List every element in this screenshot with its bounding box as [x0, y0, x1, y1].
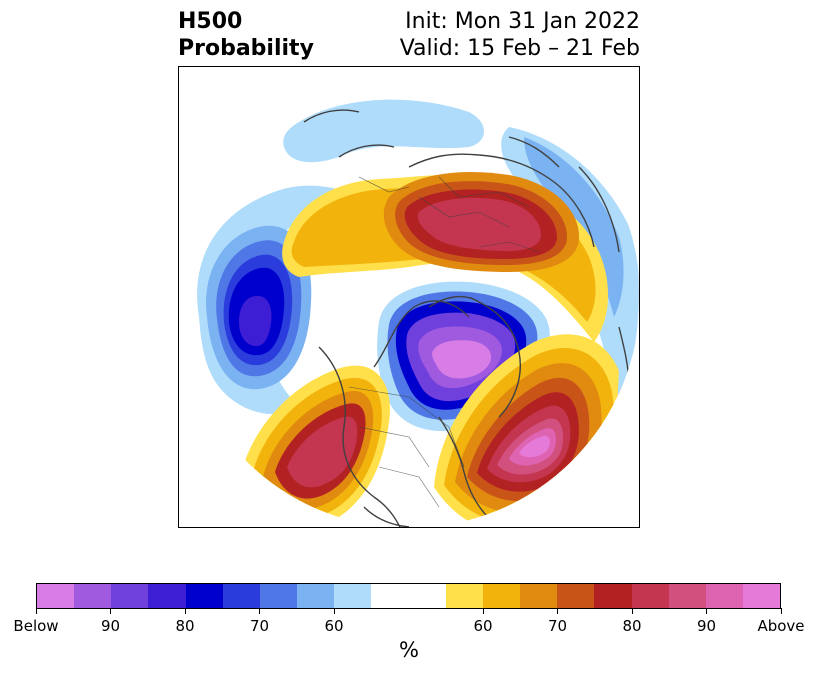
colorbar-tick: [110, 608, 111, 614]
colorbar-segment: [594, 584, 632, 608]
colorbar-tick: [259, 608, 260, 614]
colorbar-tick-label: 90: [100, 617, 121, 635]
colorbar-segment: [371, 584, 409, 608]
colorbar-tick: [35, 608, 37, 614]
colorbar-tick: [780, 608, 782, 614]
title-variable: H500: [178, 9, 243, 34]
map-title: H500 Probability: [178, 8, 314, 62]
colorbar-segment: [705, 584, 743, 608]
coastlines: [303, 109, 630, 527]
colorbar-segment: [297, 584, 335, 608]
colorbar-tick-label: Above: [757, 617, 805, 635]
map-panel: [178, 66, 640, 528]
colorbar-tick: [557, 608, 558, 614]
borders: [348, 176, 540, 508]
colorbar-tick-label: 60: [473, 617, 493, 635]
colorbar: [36, 583, 781, 609]
colorbar-segment: [74, 584, 112, 608]
colorbar-segment: [520, 584, 558, 608]
colorbar-segment: [445, 584, 483, 608]
colorbar-segment: [37, 584, 75, 608]
init-date: Init: Mon 31 Jan 2022: [405, 9, 640, 34]
colorbar-segment: [185, 584, 223, 608]
colorbar-segment: [148, 584, 186, 608]
colorbar-tick: [184, 608, 186, 614]
colorbar-segment: [334, 584, 372, 608]
colorbar-unit-label: %: [399, 638, 419, 662]
colorbar-tick-label: 80: [175, 617, 195, 635]
colorbar-segment: [222, 584, 260, 608]
colorbar-tick-label: 90: [696, 617, 717, 635]
colorbar-segment: [259, 584, 298, 608]
title-type: Probability: [178, 36, 314, 61]
colorbar-segment: [742, 584, 781, 608]
probability-map: [179, 67, 639, 527]
below-region-north-belt: [283, 99, 484, 163]
colorbar-tick-label: 70: [249, 617, 270, 635]
colorbar-segment: [482, 584, 521, 608]
colorbar-tick-label: 80: [622, 617, 642, 635]
colorbar-tick: [333, 608, 335, 614]
colorbar-tick-label: 70: [547, 617, 568, 635]
colorbar-segment: [408, 584, 446, 608]
valid-range: Valid: 15 Feb – 21 Feb: [399, 36, 640, 61]
colorbar-tick: [482, 608, 484, 614]
colorbar-tick: [706, 608, 707, 614]
colorbar-segment: [631, 584, 669, 608]
colorbar-tick: [631, 608, 633, 614]
colorbar-segment: [668, 584, 706, 608]
colorbar-segment: [111, 584, 149, 608]
colorbar-tick-label: Below: [13, 617, 59, 635]
map-dates: Init: Mon 31 Jan 2022 Valid: 15 Feb – 21…: [400, 8, 640, 62]
colorbar-tick-label: 60: [324, 617, 344, 635]
colorbar-segment: [557, 584, 595, 608]
map-disk: [179, 67, 639, 527]
